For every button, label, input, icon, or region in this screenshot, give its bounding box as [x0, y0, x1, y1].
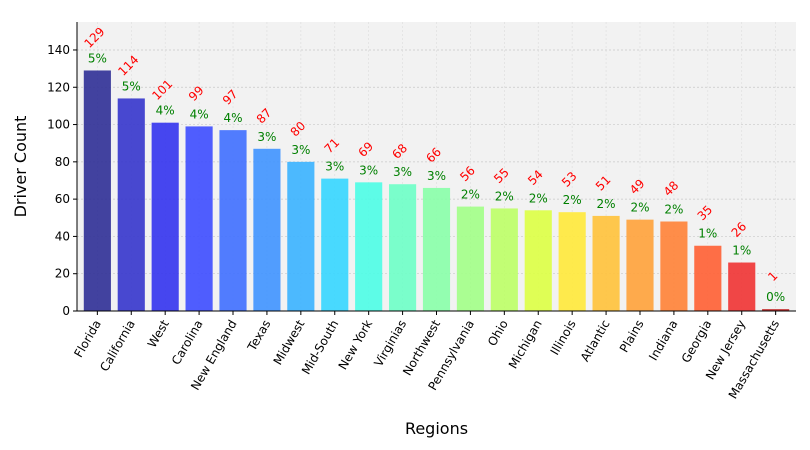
bar: [151, 122, 179, 311]
bar: [219, 130, 247, 311]
y-tick-label: 80: [55, 155, 70, 169]
bar: [558, 212, 586, 311]
y-tick-label: 40: [55, 229, 70, 243]
percent-label: 3%: [257, 130, 276, 144]
x-tick-label: Michigan: [506, 318, 545, 372]
x-axis-label: Regions: [405, 419, 468, 438]
bar: [660, 221, 688, 311]
bar: [185, 126, 213, 311]
percent-label: 2%: [529, 191, 548, 205]
bar: [355, 182, 383, 311]
x-tick-label: Carolina: [169, 318, 206, 368]
y-tick-label: 100: [47, 118, 70, 132]
x-tick-label: Illinois: [548, 318, 579, 358]
y-axis-label: Driver Count: [11, 116, 30, 218]
percent-label: 2%: [495, 189, 514, 203]
bar: [490, 208, 518, 311]
percent-label: 2%: [630, 201, 649, 215]
bar: [694, 245, 722, 311]
percent-label: 3%: [325, 160, 344, 174]
percent-label: 1%: [732, 244, 751, 258]
x-tick-label: Plains: [617, 318, 647, 355]
x-tick-label: Virginias: [371, 318, 409, 370]
bar: [592, 215, 620, 311]
bar: [524, 210, 552, 311]
y-tick-label: 0: [62, 304, 70, 318]
percent-label: 5%: [122, 79, 141, 93]
x-tick-label: Georgia: [679, 318, 715, 366]
bar: [389, 184, 417, 311]
percent-label: 3%: [291, 143, 310, 157]
percent-label: 2%: [563, 193, 582, 207]
y-ticks: 0 20 40 60 80 100 120 140: [47, 43, 77, 318]
percent-label: 2%: [461, 188, 480, 202]
percent-label: 3%: [427, 169, 446, 183]
percent-label: 2%: [597, 197, 616, 211]
bar: [422, 187, 451, 311]
bar: [728, 262, 756, 311]
y-tick-label: 20: [55, 267, 70, 281]
y-tick-label: 140: [47, 43, 70, 57]
x-tick-label: Midwest: [271, 317, 308, 367]
y-tick-label: 60: [55, 192, 70, 206]
percent-label: 4%: [156, 104, 175, 118]
percent-label: 0%: [766, 290, 785, 304]
x-tick-label: Texas: [244, 318, 273, 355]
x-tick-label: New York: [336, 317, 376, 372]
bar: [83, 70, 111, 311]
percent-label: 3%: [393, 165, 412, 179]
y-tick-label: 120: [47, 80, 70, 94]
x-tick-label: Atlantic: [578, 318, 613, 365]
x-tick-label: California: [97, 318, 138, 374]
bar: [626, 219, 654, 311]
bar: [762, 309, 790, 311]
x-tick-label: West: [145, 317, 172, 350]
percent-label: 1%: [698, 227, 717, 241]
percent-label: 2%: [664, 203, 683, 217]
bar: [117, 98, 145, 311]
percent-label: 4%: [190, 107, 209, 121]
percent-label: 3%: [359, 163, 378, 177]
percent-label: 4%: [223, 111, 242, 125]
bar: [456, 206, 484, 311]
x-tick-label: Indiana: [646, 318, 680, 363]
bar: [287, 161, 315, 311]
x-tick-label: Florida: [71, 318, 104, 360]
percent-label: 5%: [88, 51, 107, 65]
x-tick-label: Ohio: [485, 318, 511, 349]
bars-group: [83, 70, 790, 311]
bar: [321, 178, 349, 311]
bar: [253, 148, 281, 311]
